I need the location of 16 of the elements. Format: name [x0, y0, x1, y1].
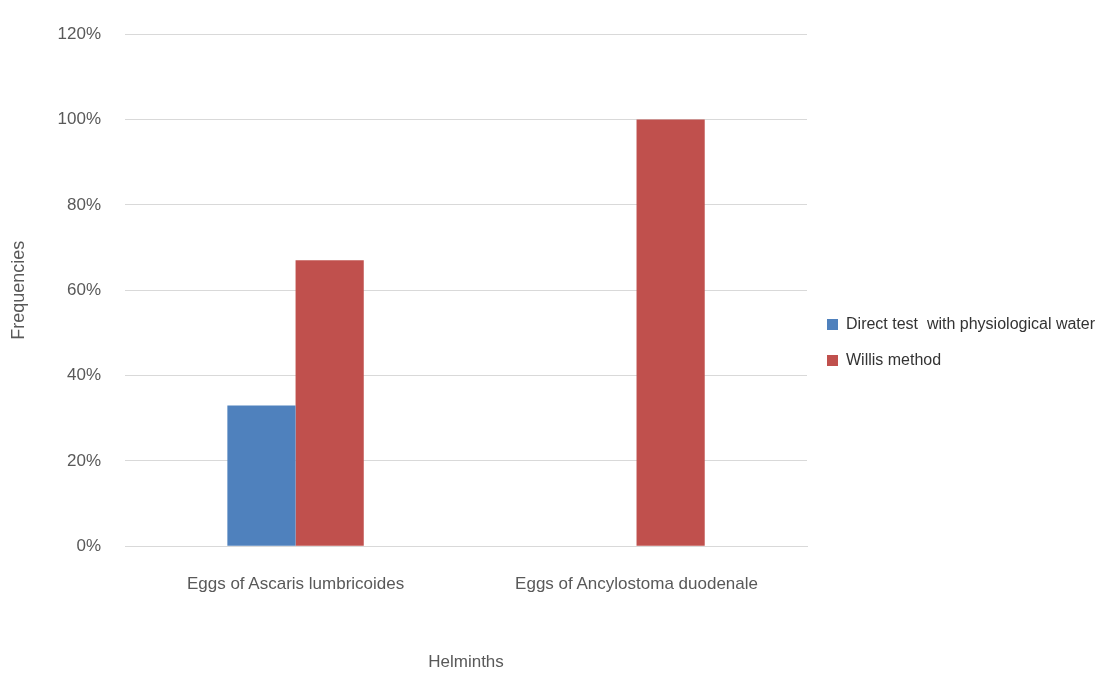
y-tick-label: 20%: [67, 450, 102, 470]
legend-label: Willis method: [846, 350, 942, 368]
y-tick-label: 80%: [67, 194, 102, 214]
bar: [295, 260, 364, 546]
x-axis-title: Helminths: [428, 652, 504, 672]
bar: [636, 119, 705, 546]
x-tick-label: Eggs of Ascaris lumbricoides: [186, 574, 405, 594]
y-tick-label: 60%: [67, 279, 102, 299]
y-tick-label: 120%: [57, 23, 102, 43]
legend-label: Direct test with physiological water: [846, 314, 1096, 332]
y-tick-label: 40%: [67, 365, 102, 385]
y-tick-label: 0%: [76, 535, 102, 555]
y-axis-title: Frequencies: [7, 240, 28, 340]
bar: [227, 405, 296, 546]
y-tick-label: 100%: [57, 109, 102, 129]
x-tick-label: Eggs of Ancylostoma duodenale: [515, 574, 758, 594]
